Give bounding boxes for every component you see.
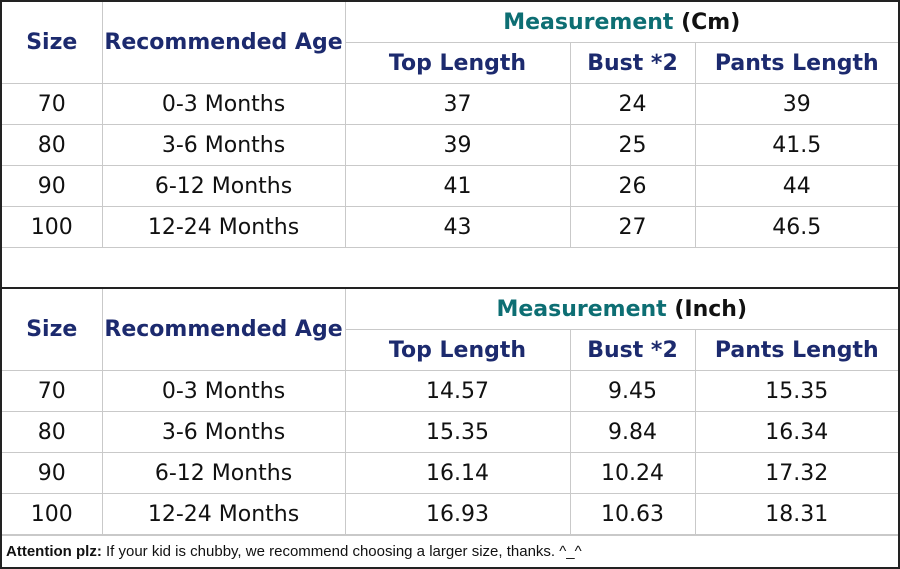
- size-cell: 70: [2, 83, 103, 125]
- age-cell: 3-6 Months: [101, 411, 346, 453]
- measurement-unit: (Inch): [674, 296, 748, 322]
- pants-length-cell: 15.35: [694, 370, 898, 412]
- measurement-label: Measurement: [496, 296, 667, 322]
- bust-cell: 10.63: [569, 493, 696, 535]
- pants-length-cell: 18.31: [694, 493, 898, 535]
- top-length-cell: 16.14: [344, 452, 571, 494]
- age-cell: 6-12 Months: [101, 165, 346, 207]
- table-row: 100 12-24 Months 43 27 46.5: [2, 206, 899, 248]
- age-cell: 3-6 Months: [101, 124, 346, 166]
- top-length-cell: 15.35: [344, 411, 571, 453]
- table-row: 80 3-6 Months 15.35 9.84 16.34: [2, 411, 898, 453]
- top-length-cell: 39: [344, 124, 571, 166]
- size-header: Size: [2, 2, 103, 84]
- top-length-cell: 43: [344, 206, 571, 248]
- bust-cell: 9.84: [569, 411, 696, 453]
- size-table-cm: Size Recommended Age Measurement (Cm) To…: [2, 2, 899, 285]
- header-row: Size Recommended Age Measurement (Cm): [2, 2, 899, 84]
- size-table: Size Recommended Age Measurement (Cm) To…: [2, 2, 899, 248]
- pants-length-cell: 46.5: [694, 206, 899, 248]
- size-cell: 80: [2, 124, 103, 166]
- subheader-row: Top Length Bust *2 Pants Length: [2, 42, 899, 84]
- top-length-cell: 37: [344, 83, 571, 125]
- age-cell: 6-12 Months: [101, 452, 346, 494]
- bust-cell: 10.24: [569, 452, 696, 494]
- bust-cell: 9.45: [569, 370, 696, 412]
- subheader-row: Top Length Bust *2 Pants Length: [2, 329, 898, 371]
- top-length-header: Top Length: [345, 42, 571, 84]
- table-row: 80 3-6 Months 39 25 41.5: [2, 124, 899, 166]
- measurement-header: Measurement (Inch): [344, 289, 898, 330]
- age-cell: 12-24 Months: [101, 493, 346, 535]
- size-cell: 90: [2, 452, 103, 494]
- age-cell: 12-24 Months: [101, 206, 346, 248]
- size-table-inch: Size Recommended Age Measurement (Inch) …: [2, 287, 898, 535]
- size-cell: 100: [2, 493, 103, 535]
- age-cell: 0-3 Months: [101, 370, 346, 412]
- attention-label: Attention plz:: [6, 543, 102, 560]
- pants-length-header: Pants Length: [694, 42, 899, 84]
- measurement-unit: (Cm): [681, 9, 741, 35]
- pants-length-cell: 16.34: [694, 411, 898, 453]
- measurement-header: Measurement (Cm): [344, 2, 899, 43]
- age-cell: 0-3 Months: [101, 83, 346, 125]
- size-cell: 80: [2, 411, 103, 453]
- measurement-label: Measurement: [503, 9, 674, 35]
- top-length-cell: 14.57: [344, 370, 571, 412]
- table-row: 70 0-3 Months 14.57 9.45 15.35: [2, 370, 898, 412]
- bust-cell: 26: [569, 165, 696, 207]
- pants-length-header: Pants Length: [694, 329, 898, 371]
- pants-length-cell: 44: [694, 165, 899, 207]
- size-cell: 100: [2, 206, 103, 248]
- bust-header: Bust *2: [569, 329, 696, 371]
- table-row: 90 6-12 Months 16.14 10.24 17.32: [2, 452, 898, 494]
- table-row: 70 0-3 Months 37 24 39: [2, 83, 899, 125]
- top-length-header: Top Length: [345, 329, 571, 371]
- age-header: Recommended Age: [101, 289, 346, 371]
- bust-cell: 27: [569, 206, 696, 248]
- size-table: Size Recommended Age Measurement (Inch) …: [2, 289, 898, 535]
- bust-cell: 24: [569, 83, 696, 125]
- top-length-cell: 41: [344, 165, 571, 207]
- size-cell: 70: [2, 370, 103, 412]
- age-header: Recommended Age: [101, 2, 346, 84]
- pants-length-cell: 17.32: [694, 452, 898, 494]
- attention-text: If your kid is chubby, we recommend choo…: [101, 543, 582, 560]
- top-length-cell: 16.93: [344, 493, 571, 535]
- size-cell: 90: [2, 165, 103, 207]
- attention-note: Attention plz: If your kid is chubby, we…: [2, 535, 898, 567]
- header-row: Size Recommended Age Measurement (Inch): [2, 289, 898, 371]
- pants-length-cell: 39: [694, 83, 899, 125]
- table-row: 90 6-12 Months 41 26 44: [2, 165, 899, 207]
- table-row: 100 12-24 Months 16.93 10.63 18.31: [2, 493, 898, 535]
- size-header: Size: [2, 289, 103, 371]
- pants-length-cell: 41.5: [694, 124, 899, 166]
- bust-cell: 25: [569, 124, 696, 166]
- bust-header: Bust *2: [569, 42, 696, 84]
